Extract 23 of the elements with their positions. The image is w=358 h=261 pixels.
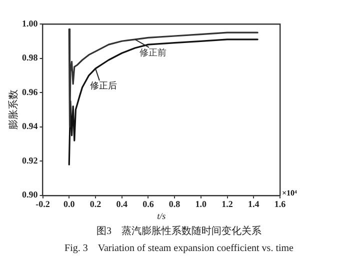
x-tick-label: 1.2 bbox=[222, 199, 234, 210]
caption: Fig. 3 Variation of steam expansion coefficient vs. time bbox=[64, 242, 294, 255]
y-tick-label: 0.92 bbox=[22, 155, 38, 166]
series-label: 修正后 bbox=[90, 80, 117, 92]
x-tick-label: 0.8 bbox=[168, 199, 181, 210]
x-tick-label: 1.0 bbox=[195, 199, 208, 210]
x-tick-label: 1.4 bbox=[248, 199, 260, 210]
x-tick-label: 1.6 bbox=[274, 199, 286, 210]
x-tick-label: 0.6 bbox=[142, 199, 154, 210]
x-tick-label: -0.2 bbox=[36, 199, 50, 210]
x-tick-label: 0.0 bbox=[63, 199, 76, 210]
y-tick-label: 0.94 bbox=[22, 121, 38, 132]
y-tick-label: 1.00 bbox=[22, 18, 38, 28]
x-tick-label: 0.4 bbox=[116, 199, 128, 210]
y-axis-title: 膨胀系数 bbox=[8, 90, 20, 130]
y-tick-label: 0.96 bbox=[22, 86, 38, 97]
text: ×10⁴ bbox=[282, 188, 298, 198]
x-tick-label: 0.2 bbox=[90, 199, 102, 210]
series-label: 修正前 bbox=[140, 47, 167, 58]
caption: 图3 蒸汽膨胀性系数随时间变化关系 bbox=[96, 224, 262, 238]
y-tick-label: 0.90 bbox=[22, 190, 38, 200]
y-tick-label: 0.98 bbox=[22, 52, 38, 63]
x-axis-title: t/s bbox=[157, 210, 166, 221]
